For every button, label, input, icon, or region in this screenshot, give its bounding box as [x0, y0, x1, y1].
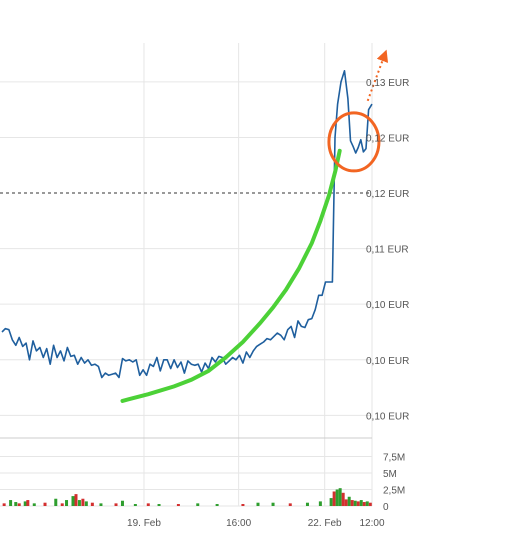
y-tick-label: 0,10 EUR [366, 356, 409, 367]
volume-bar [177, 504, 180, 506]
volume-bar [241, 504, 244, 506]
volume-bar [363, 502, 366, 506]
volume-bar [357, 501, 360, 506]
volume-bar [336, 490, 339, 507]
volume-bar [339, 488, 342, 506]
volume-tick-label: 5M [383, 469, 397, 480]
volume-bar [360, 500, 363, 506]
y-tick-label: 0,10 EUR [366, 300, 409, 311]
volume-bar [99, 503, 102, 506]
volume-bar [369, 503, 372, 506]
volume-tick-label: 7,5M [383, 453, 405, 464]
y-tick-label: 0,11 EUR [366, 245, 409, 256]
volume-bar [54, 499, 57, 506]
volume-bar [78, 500, 81, 506]
volume-bar [121, 501, 124, 506]
volume-bar [345, 499, 348, 506]
volume-bar [44, 503, 47, 506]
volume-bar [272, 503, 275, 506]
volume-bar [366, 501, 369, 506]
volume-bar [333, 491, 336, 506]
volume-bar [319, 501, 322, 506]
volume-bar [14, 502, 17, 506]
volume-bar [71, 496, 74, 506]
volume-bar [81, 499, 84, 506]
y-tick-label: 0,13 EUR [366, 78, 409, 89]
volume-bar [85, 501, 88, 506]
volume-bar [351, 500, 354, 506]
series-line [2, 71, 372, 378]
volume-bar [354, 501, 357, 506]
volume-bar [330, 498, 333, 506]
volume-bar [158, 504, 161, 506]
volume-bar [24, 501, 27, 506]
volume-bar [348, 497, 351, 506]
volume-bar [216, 504, 219, 506]
volume-bar [289, 503, 292, 506]
volume-tick-label: 2,5M [383, 486, 405, 497]
volume-bar [65, 500, 68, 506]
x-tick-label: 22. Feb [308, 518, 342, 529]
volume-bar [306, 503, 309, 506]
x-tick-label: 12:00 [359, 518, 384, 529]
y-tick-label: 0,10 EUR [366, 411, 409, 422]
y-tick-label: 0,12 EUR [366, 133, 409, 144]
volume-bar [26, 500, 29, 506]
volume-bar [196, 503, 199, 506]
volume-bar [3, 503, 6, 506]
volume-bar [256, 503, 259, 506]
volume-bar [342, 493, 345, 506]
volume-bar [115, 503, 118, 506]
volume-bar [134, 504, 137, 506]
volume-bar [18, 503, 21, 506]
volume-tick-label: 0 [383, 502, 389, 513]
volume-bar [9, 500, 12, 506]
volume-bar [33, 503, 36, 506]
x-tick-label: 19. Feb [127, 518, 161, 529]
x-tick-label: 16:00 [226, 518, 251, 529]
volume-bar [91, 503, 94, 506]
volume-bar [75, 494, 78, 506]
volume-bar [61, 503, 64, 506]
y-tick-label: 0,12 EUR [366, 189, 409, 200]
volume-bar [147, 503, 150, 506]
